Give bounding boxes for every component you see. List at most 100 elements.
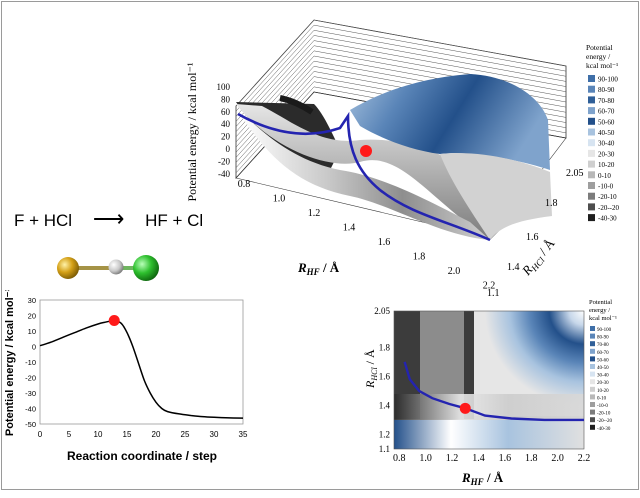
surface-z-tick: -40 (218, 169, 230, 179)
contour-legend-label: -20--20 (597, 419, 612, 424)
surface-legend-label: 70-80 (598, 97, 615, 105)
surface-x-tick: 0.8 (238, 179, 251, 190)
surface-grid-line (235, 30, 567, 117)
surface-blue-region (350, 74, 550, 170)
contour-legend-swatch (590, 379, 595, 385)
contour-legend-label: 60-70 (597, 351, 609, 356)
surface-y-tick: 1.1 (487, 288, 500, 299)
surface-y-tick: 2.05 (566, 168, 584, 179)
contour-y-tick: 1.1 (379, 444, 390, 454)
contour-x-tick: 1.0 (419, 453, 432, 464)
surface-y-tick: 1.6 (526, 232, 539, 243)
contour-legend-swatch (590, 386, 595, 392)
surface-light-region (240, 114, 490, 240)
contour-legend-label: 40-50 (597, 366, 609, 371)
energy-y-tick: -40 (25, 405, 36, 414)
surface-z-tick: 80 (221, 94, 231, 104)
surface-grid-line (235, 40, 567, 127)
surface-grid-line (235, 19, 567, 107)
contour-x-tick: 1.8 (525, 453, 538, 464)
surface-legend-label: 40-50 (598, 129, 615, 137)
surface-plot: 100 80 60 40 20 0 -20 -40 Potential energy / kc… (185, 19, 619, 299)
energy-transition-state (108, 314, 120, 326)
energy-y-tick: 20 (28, 312, 36, 321)
surface-z-label: Potential energy / kcal mol⁻¹ (185, 62, 199, 201)
surface-legend-swatch (588, 171, 595, 179)
surface-legend-swatch (588, 203, 595, 211)
contour-legend-label: 50-60 (597, 358, 609, 363)
surface-legend-swatch (588, 96, 595, 104)
surface-legend-swatch (588, 192, 595, 200)
surface-reaction-path (237, 111, 491, 242)
surface-grid-line (235, 24, 567, 112)
surface-grid-line (235, 35, 567, 122)
surface-x-tick: 1.2 (308, 208, 321, 219)
contour-legend-label: 70-80 (597, 343, 609, 348)
contour-bottom-region (394, 420, 584, 449)
energy-curve (39, 319, 244, 419)
figure-frame (1, 1, 639, 490)
energy-y-axis: 30 20 10 0 -10 -20 -30 -40 -50 (25, 296, 36, 429)
contour-legend-swatch (590, 371, 595, 377)
energy-y-tick: -30 (25, 389, 36, 398)
surface-legend-label: 60-70 (598, 108, 615, 116)
contour-legend-label: 0-10 (597, 396, 607, 401)
contour-frame (393, 310, 585, 450)
surface-legend-label: 10-20 (598, 161, 615, 169)
surface-legend-swatch (588, 128, 595, 136)
surface-right-region (440, 153, 552, 240)
energy-y-tick: -50 (25, 420, 36, 429)
contour-legend-label: -40-30 (597, 427, 611, 432)
contour-x-tick: 2.2 (578, 453, 591, 464)
energy-profile-plot: 0 5 10 15 20 25 30 35 30 20 10 0 -10 -20 -30 -40 -50 Re… (4, 290, 248, 463)
energy-y-tick: -10 (25, 358, 36, 367)
surface-x-tick: 1.8 (413, 252, 426, 263)
surface-legend-swatch (588, 107, 595, 115)
contour-legend-swatch (590, 424, 595, 430)
surface-x-tick: 1.4 (343, 223, 356, 234)
surface-legend-label: 30-40 (598, 140, 615, 148)
contour-legend-swatch (590, 348, 595, 354)
surface-x-axis: 0.8 1.0 1.2 1.4 1.6 1.8 2.0 2.2 (238, 179, 496, 292)
surface-legend-title: Potential (586, 43, 613, 52)
contour-x-tick: 1.6 (499, 453, 512, 464)
contour-legend-swatch (590, 394, 595, 400)
reaction-arrow: ⟶ (92, 206, 125, 231)
surface-legend-label: -40-30 (598, 215, 617, 223)
contour-y-tick: 1.2 (379, 429, 390, 439)
surface-x-tick: 2.2 (483, 281, 496, 292)
surface-y-tick: 1.4 (507, 262, 520, 273)
contour-legend-swatch (590, 417, 595, 423)
contour-legend-label: 10-20 (597, 389, 609, 394)
energy-x-tick: 20 (152, 430, 161, 439)
surface-legend-swatch (588, 160, 595, 168)
contour-x-tick: 2.0 (551, 453, 564, 464)
contour-legend-label: 20-30 (597, 381, 609, 386)
surface-x-tick: 1.0 (273, 194, 286, 205)
surface-y-tick: 1.8 (545, 198, 558, 209)
energy-x-tick: 15 (123, 430, 132, 439)
contour-legend-swatch (590, 364, 595, 369)
contour-y-tick: 1.8 (379, 342, 391, 352)
reaction-equation: F + HCl ⟶ HF + Cl (14, 206, 203, 232)
surface-legend-label: -10-0 (598, 183, 614, 191)
contour-reaction-path (403, 361, 584, 422)
contour-y-tick: 1.4 (379, 400, 391, 410)
surface-legend-label: -20--20 (598, 204, 619, 212)
surface-legend-label: 80-90 (598, 86, 615, 94)
energy-x-tick: 30 (210, 430, 219, 439)
surface-z-tick: 20 (221, 132, 231, 142)
energy-x-axis: 0 5 10 15 20 25 30 35 (38, 430, 248, 439)
contour-legend-title: Potential (589, 299, 612, 306)
surface-legend-swatch (588, 139, 595, 147)
surface-z-tick: 0 (226, 144, 231, 154)
contour-legend-title: energy / (589, 307, 610, 314)
energy-y-tick: 10 (28, 327, 36, 336)
surface-legend-swatch (588, 149, 595, 157)
surface-legend-label: 50-60 (598, 118, 615, 126)
contour-y-tick: 2.05 (374, 306, 390, 316)
contour-legend-label: -20-10 (597, 412, 611, 417)
surface-legend-swatch (588, 117, 595, 125)
surface-x-tick: 1.6 (378, 237, 391, 248)
